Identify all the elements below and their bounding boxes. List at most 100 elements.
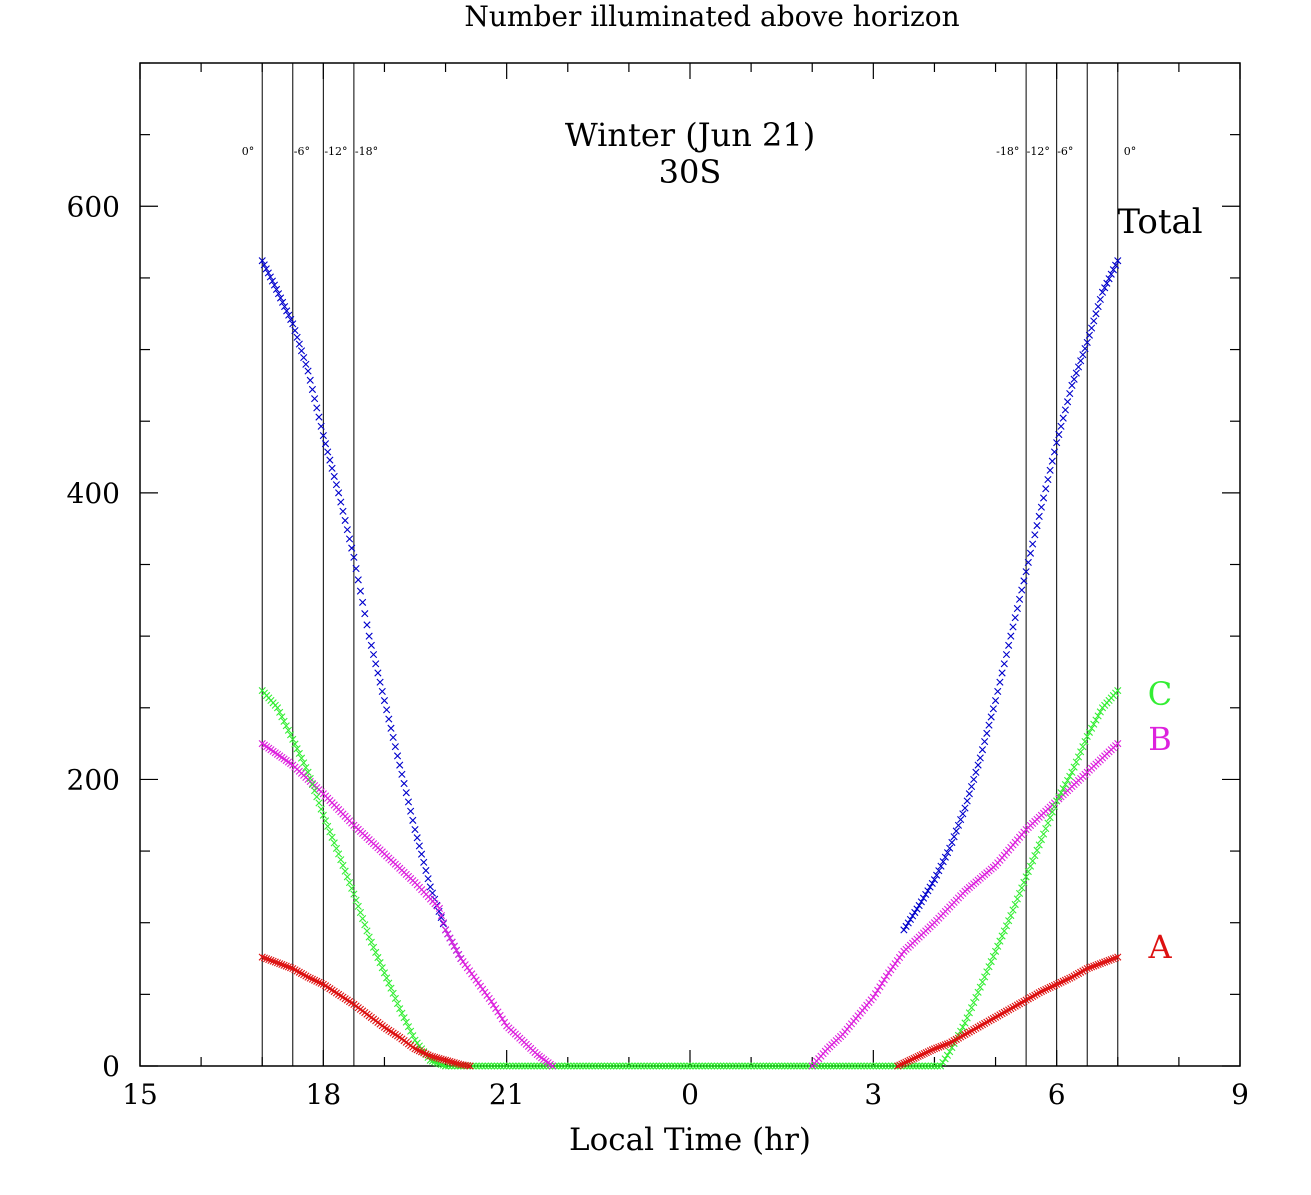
zero-marker bbox=[869, 1062, 877, 1070]
marker-c bbox=[970, 998, 978, 1007]
marker-total bbox=[389, 733, 397, 742]
x-axis-label: Local Time (hr) bbox=[569, 1122, 811, 1158]
marker-total bbox=[352, 565, 360, 573]
marker-c bbox=[1090, 720, 1098, 728]
marker-total bbox=[437, 914, 445, 922]
marker-a bbox=[441, 1056, 450, 1064]
marker-b bbox=[465, 967, 474, 975]
marker-b bbox=[871, 990, 880, 998]
marker-a bbox=[974, 1023, 982, 1031]
marker-total bbox=[1055, 430, 1063, 439]
zero-marker bbox=[823, 1062, 832, 1070]
marker-b bbox=[487, 997, 495, 1006]
zero-marker bbox=[591, 1062, 599, 1070]
zero-marker bbox=[768, 1062, 777, 1070]
marker-a bbox=[1035, 989, 1043, 997]
marker-total bbox=[328, 464, 336, 472]
marker-b bbox=[435, 904, 444, 912]
marker-a bbox=[976, 1022, 984, 1030]
marker-a bbox=[1105, 956, 1113, 964]
marker-total bbox=[1029, 540, 1037, 548]
marker-c bbox=[308, 780, 317, 789]
marker-a bbox=[937, 1042, 945, 1050]
marker-a bbox=[265, 955, 273, 964]
marker-total bbox=[439, 920, 447, 928]
marker-total bbox=[380, 697, 389, 705]
marker-a bbox=[439, 1056, 447, 1064]
marker-b bbox=[492, 1004, 500, 1013]
marker-a bbox=[933, 1044, 941, 1052]
marker-b bbox=[1114, 740, 1122, 748]
marker-b bbox=[455, 950, 463, 959]
marker-a bbox=[1109, 955, 1117, 963]
marker-a bbox=[967, 1027, 976, 1035]
zero-marker bbox=[723, 1062, 731, 1070]
marker-c bbox=[1055, 793, 1063, 801]
marker-c bbox=[348, 884, 356, 892]
x-tick-label: 6 bbox=[1048, 1078, 1066, 1111]
marker-total bbox=[361, 610, 369, 618]
marker-total bbox=[1057, 422, 1065, 430]
zero-marker bbox=[848, 1062, 856, 1070]
marker-total bbox=[332, 481, 341, 489]
twilight-label: -18° bbox=[996, 145, 1019, 158]
marker-a bbox=[271, 958, 279, 966]
marker-total bbox=[996, 678, 1004, 686]
marker-a bbox=[928, 1046, 936, 1054]
marker-a bbox=[900, 1059, 908, 1067]
x-tick-label: 0 bbox=[681, 1078, 699, 1111]
marker-b bbox=[889, 963, 897, 971]
zero-marker bbox=[674, 1062, 682, 1070]
marker-total bbox=[976, 754, 984, 762]
marker-a bbox=[287, 964, 295, 972]
marker-b bbox=[439, 919, 448, 927]
marker-total bbox=[302, 360, 310, 368]
marker-c bbox=[1026, 862, 1035, 870]
marker-a bbox=[1042, 985, 1050, 994]
zero-marker bbox=[518, 1062, 526, 1070]
zero-marker bbox=[692, 1062, 700, 1070]
marker-total bbox=[393, 752, 402, 760]
marker-total bbox=[906, 915, 915, 924]
marker-b bbox=[895, 953, 904, 962]
marker-a bbox=[1074, 969, 1083, 978]
marker-a bbox=[428, 1052, 437, 1061]
marker-a bbox=[970, 1025, 978, 1034]
marker-total bbox=[1083, 338, 1091, 346]
marker-b bbox=[874, 986, 882, 994]
zero-marker bbox=[493, 1062, 502, 1070]
marker-total bbox=[348, 544, 356, 552]
marker-c bbox=[1074, 753, 1083, 761]
marker-b bbox=[444, 930, 452, 938]
marker-b bbox=[468, 970, 476, 978]
zero-marker bbox=[765, 1062, 774, 1070]
zero-marker bbox=[668, 1062, 676, 1070]
zero-marker bbox=[628, 1062, 636, 1070]
zero-marker bbox=[643, 1062, 651, 1070]
zero-marker bbox=[613, 1062, 621, 1070]
zero-marker bbox=[759, 1062, 767, 1070]
marker-c bbox=[367, 938, 375, 946]
zero-marker bbox=[845, 1062, 853, 1070]
marker-a bbox=[1061, 976, 1069, 984]
marker-b bbox=[494, 1008, 502, 1016]
marker-total bbox=[374, 669, 382, 677]
marker-a bbox=[950, 1037, 958, 1045]
marker-a bbox=[315, 978, 323, 986]
zero-marker bbox=[576, 1062, 584, 1070]
marker-a bbox=[1018, 998, 1026, 1007]
marker-a bbox=[998, 1010, 1006, 1018]
twilight-label: -6° bbox=[1057, 145, 1073, 158]
marker-c bbox=[991, 947, 1000, 955]
marker-total bbox=[981, 737, 989, 746]
marker-total bbox=[950, 833, 958, 841]
marker-a bbox=[464, 1062, 472, 1070]
zero-marker bbox=[603, 1062, 612, 1070]
marker-a bbox=[946, 1039, 954, 1047]
marker-a bbox=[904, 1057, 912, 1065]
marker-a bbox=[981, 1019, 989, 1028]
marker-b bbox=[489, 1001, 498, 1009]
marker-a bbox=[300, 971, 308, 979]
marker-a bbox=[1050, 981, 1059, 989]
